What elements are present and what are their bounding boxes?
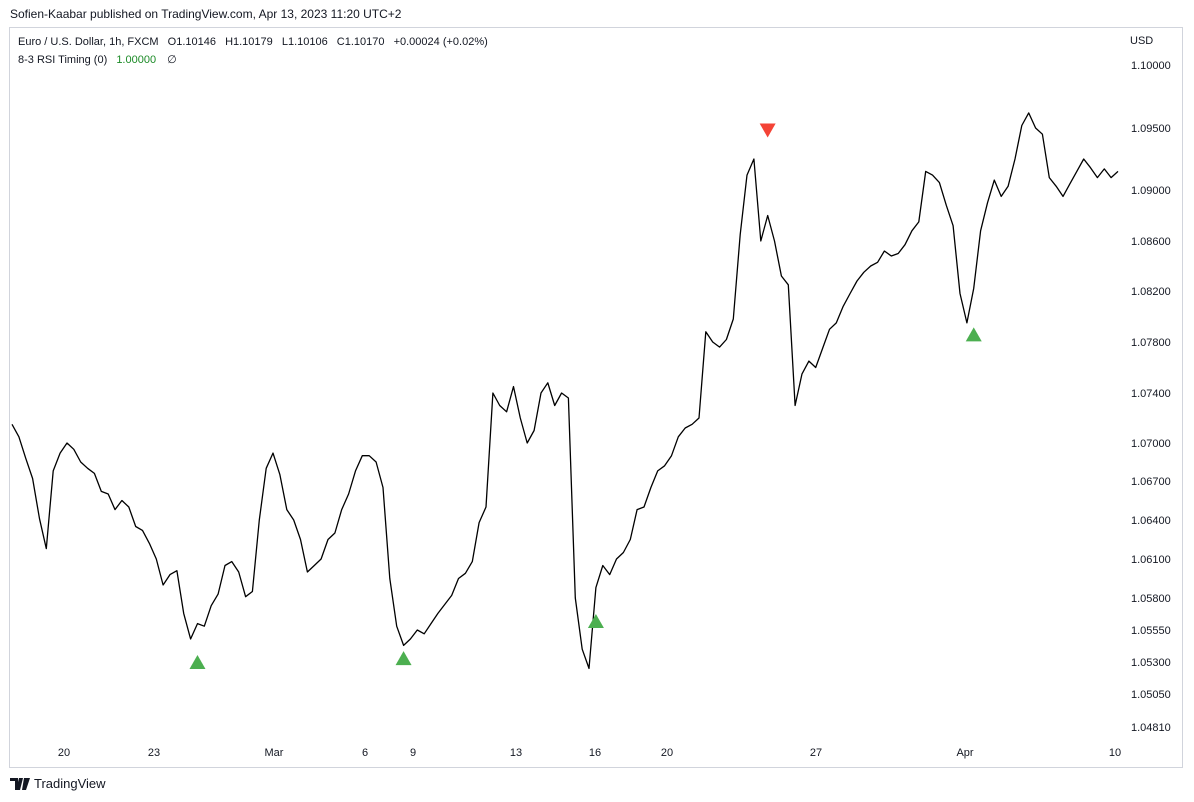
y-tick-label: 1.08600 (1131, 236, 1171, 248)
symbol-legend: Euro / U.S. Dollar, 1h, FXCM O1.10146 H1… (18, 36, 494, 48)
signal-markers (189, 123, 982, 669)
y-tick-label: 1.05800 (1131, 593, 1171, 605)
low-value: L1.10106 (281, 36, 328, 48)
y-tick-label: 1.05050 (1131, 689, 1171, 701)
price-line (11, 112, 1119, 670)
tradingview-icon (10, 777, 30, 790)
indicator-name: 8-3 RSI Timing (0) (18, 54, 108, 66)
chart-frame[interactable] (9, 27, 1183, 768)
y-tick-label: 1.09000 (1131, 185, 1171, 197)
x-tick-label: 20 (58, 747, 70, 759)
x-tick-label: Mar (265, 747, 284, 759)
buy-signal-triangle (587, 614, 604, 629)
sell-signal-triangle (759, 123, 776, 138)
y-axis: 1.10000 1.09500 1.09000 1.08600 1.08200 1.078… (1131, 60, 1171, 734)
y-tick-label: 1.07400 (1131, 388, 1171, 400)
x-tick-label: Apr (956, 747, 973, 759)
currency-label: USD (1130, 35, 1154, 47)
x-axis: 20 23 Mar 6 9 13 16 20 27 Apr 10 (58, 747, 1121, 759)
y-tick-label: 1.07800 (1131, 337, 1171, 349)
high-value: H1.10179 (225, 36, 273, 48)
y-tick-label: 1.06400 (1131, 515, 1171, 527)
y-tick-label: 1.06700 (1131, 476, 1171, 488)
price-series (11, 112, 1119, 670)
y-tick-label: 1.05550 (1131, 625, 1171, 637)
y-tick-label: 1.09500 (1131, 123, 1171, 135)
x-tick-label: 13 (510, 747, 522, 759)
y-tick-label: 1.04810 (1131, 722, 1171, 734)
x-tick-label: 9 (410, 747, 416, 759)
x-tick-label: 16 (589, 747, 601, 759)
buy-signal-triangle (395, 651, 412, 666)
indicator-value: 1.00000 (116, 54, 157, 66)
y-tick-label: 1.06100 (1131, 554, 1171, 566)
buy-signal-triangle (189, 655, 206, 669)
price-chart[interactable]: 1.10000 1.09500 1.09000 1.08600 1.08200 1.078… (0, 0, 1194, 770)
change-value: +0.00024 (+0.02%) (393, 36, 488, 48)
x-tick-label: 20 (661, 747, 673, 759)
indicator-legend[interactable]: 8-3 RSI Timing (0) 1.00000 ∅ (18, 53, 177, 66)
x-tick-label: 10 (1109, 747, 1121, 759)
symbol-name: Euro / U.S. Dollar, 1h, FXCM (18, 36, 159, 48)
buy-signal-triangle (965, 327, 982, 342)
publisher-line: Sofien-Kaabar published on TradingView.c… (10, 7, 402, 21)
y-tick-label: 1.10000 (1131, 60, 1171, 72)
y-tick-label: 1.07000 (1131, 438, 1171, 450)
tradingview-brand: TradingView (34, 776, 106, 791)
hide-indicator-icon[interactable]: ∅ (167, 54, 177, 66)
x-tick-label: 6 (362, 747, 368, 759)
close-value: C1.10170 (336, 36, 385, 48)
tradingview-logo[interactable]: TradingView (10, 776, 106, 791)
x-tick-label: 27 (810, 747, 822, 759)
y-tick-label: 1.08200 (1131, 286, 1171, 298)
y-tick-label: 1.05300 (1131, 657, 1171, 669)
open-value: O1.10146 (167, 36, 216, 48)
x-tick-label: 23 (148, 747, 160, 759)
